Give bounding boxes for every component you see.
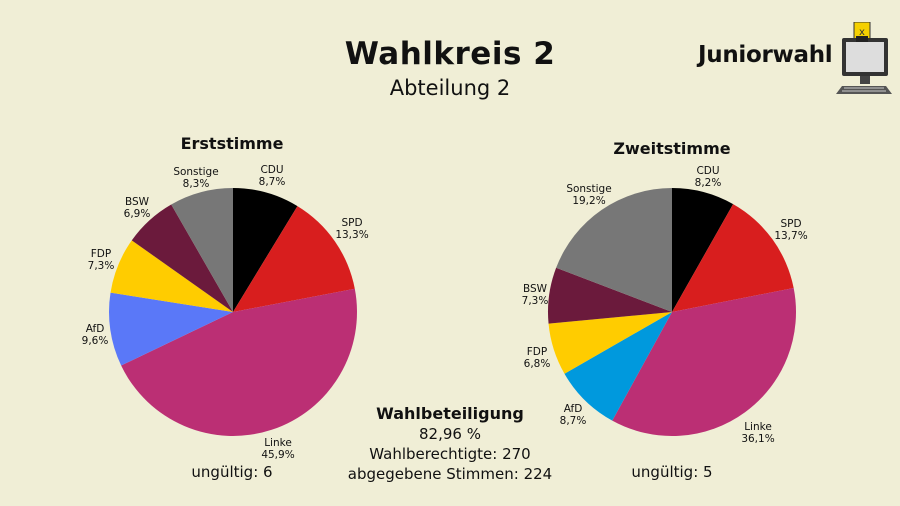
slice-value-erst-spd: 13,3% [335, 229, 368, 241]
slice-name-erst-fdp: FDP [91, 248, 111, 260]
slice-value-zweit-bsw: 7,3% [522, 295, 549, 307]
turnout-block: Wahlbeteiligung 82,96 % Wahlberechtigte:… [330, 404, 570, 484]
slice-value-erst-sonstige: 8,3% [183, 178, 210, 190]
pie-slice-zweit-linke [612, 288, 797, 437]
slice-name-zweit-sonstige: Sonstige [566, 183, 611, 195]
slice-name-zweit-bsw: BSW [523, 283, 548, 295]
slice-name-zweit-cdu: CDU [696, 165, 719, 177]
brand-logo-text: Juniorwahl [698, 42, 833, 68]
chart-title-erststimme: Erststimme [180, 134, 284, 153]
slice-name-zweit-fdp: FDP [527, 346, 547, 358]
pie-slice-erst-spd [233, 206, 355, 312]
page-title: Wahlkreis 2 [344, 36, 556, 72]
invalid-count-erststimme: ungültig: 6 [191, 463, 273, 481]
slice-value-erst-afd: 9,6% [82, 335, 109, 347]
page-subtitle: Abteilung 2 [389, 76, 511, 100]
pie-slice-erst-linke [121, 288, 357, 436]
slice-value-zweit-linke: 36,1% [741, 433, 774, 445]
slice-name-erst-bsw: BSW [125, 196, 150, 208]
pie-slice-zweit-fdp [548, 312, 672, 374]
pie-slice-erst-bsw [131, 204, 233, 312]
turnout-percent: 82,96 % [419, 425, 481, 443]
slice-name-erst-cdu: CDU [260, 164, 283, 176]
slice-value-erst-cdu: 8,7% [259, 176, 286, 188]
slice-value-erst-bsw: 6,9% [124, 208, 151, 220]
pie-slice-zweit-bsw [547, 267, 672, 324]
slice-name-zweit-afd: AfD [564, 403, 583, 415]
pie-slice-zweit-afd [564, 312, 672, 421]
invalid-count-zweitstimme: ungültig: 5 [631, 463, 713, 481]
pie-slice-erst-afd [109, 292, 233, 366]
turnout-cast: abgegebene Stimmen: 224 [347, 465, 553, 483]
slice-value-erst-fdp: 7,3% [88, 260, 115, 272]
chart-title-zweitstimme: Zweitstimme [613, 139, 731, 158]
slice-value-zweit-cdu: 8,2% [695, 177, 722, 189]
slice-name-zweit-spd: SPD [780, 218, 801, 230]
slice-name-zweit-linke: Linke [744, 421, 772, 433]
slice-name-erst-afd: AfD [86, 323, 105, 335]
slice-value-erst-linke: 45,9% [261, 449, 294, 461]
slice-name-erst-sonstige: Sonstige [173, 166, 218, 178]
pie-slice-erst-fdp [110, 240, 233, 312]
slice-value-zweit-afd: 8,7% [560, 415, 587, 427]
slice-value-zweit-sonstige: 19,2% [572, 195, 605, 207]
pie-slice-zweit-sonstige [556, 187, 672, 312]
pie-slice-zweit-cdu [672, 188, 734, 312]
slice-value-zweit-fdp: 6,8% [524, 358, 551, 370]
slice-name-erst-linke: Linke [264, 437, 292, 449]
slice-name-erst-spd: SPD [341, 217, 362, 229]
pie-slice-zweit-spd [672, 204, 794, 312]
slice-value-zweit-spd: 13,7% [774, 230, 807, 242]
computer-ballot-icon: x [836, 22, 892, 94]
turnout-title: Wahlbeteiligung [376, 404, 524, 423]
pie-slice-erst-sonstige [171, 188, 233, 312]
pie-slice-erst-cdu [233, 187, 298, 312]
turnout-eligible: Wahlberechtigte: 270 [369, 445, 531, 463]
svg-text:x: x [859, 27, 865, 38]
